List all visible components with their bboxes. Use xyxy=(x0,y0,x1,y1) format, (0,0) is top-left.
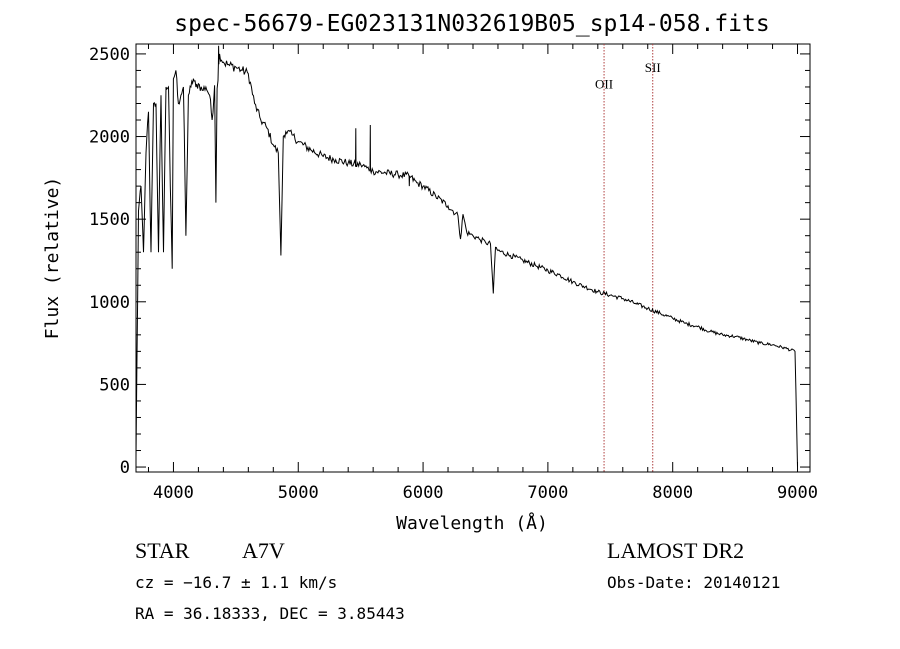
y-axis: 0 500 1000 1500 2000 2500 xyxy=(89,45,810,478)
y-tick-label: 0 xyxy=(120,458,130,478)
x-axis-label: Wavelength (Å) xyxy=(396,512,548,534)
x-tick-label: 6000 xyxy=(403,483,444,503)
line-label-sii: SII xyxy=(645,60,661,75)
y-tick-label: 2500 xyxy=(89,45,130,65)
y-tick-label: 1000 xyxy=(89,293,130,313)
x-tick-label: 8000 xyxy=(652,483,693,503)
line-label-oii: OII xyxy=(595,77,613,92)
x-tick-label: 4000 xyxy=(153,483,194,503)
y-tick-label: 500 xyxy=(99,375,130,395)
y-tick-label: 1500 xyxy=(89,210,130,230)
survey-name: LAMOST DR2 xyxy=(607,538,744,563)
chart-title: spec-56679-EG023131N032619B05_sp14-058.f… xyxy=(174,11,769,37)
observation-date: Obs-Date: 20140121 xyxy=(607,573,780,592)
x-tick-label: 5000 xyxy=(278,483,319,503)
cz-velocity: cz = −16.7 ± 1.1 km/s xyxy=(135,573,337,592)
ra-dec-coordinates: RA = 36.18333, DEC = 3.85443 xyxy=(135,604,405,623)
spectrum-series-line xyxy=(135,45,798,468)
y-tick-label: 2000 xyxy=(89,128,130,148)
spectral-subclass: A7V xyxy=(242,538,285,563)
plot-frame xyxy=(135,43,811,473)
x-axis: 4000 5000 6000 7000 8000 9000 xyxy=(147,44,818,503)
emission-line-markers: OII SII xyxy=(595,44,661,472)
object-class: STAR xyxy=(135,538,190,563)
y-axis-label: Flux (relative) xyxy=(42,177,63,340)
x-tick-label: 9000 xyxy=(777,483,818,503)
x-tick-label: 7000 xyxy=(527,483,568,503)
